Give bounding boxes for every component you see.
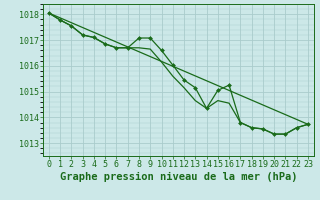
X-axis label: Graphe pression niveau de la mer (hPa): Graphe pression niveau de la mer (hPa) <box>60 172 297 182</box>
